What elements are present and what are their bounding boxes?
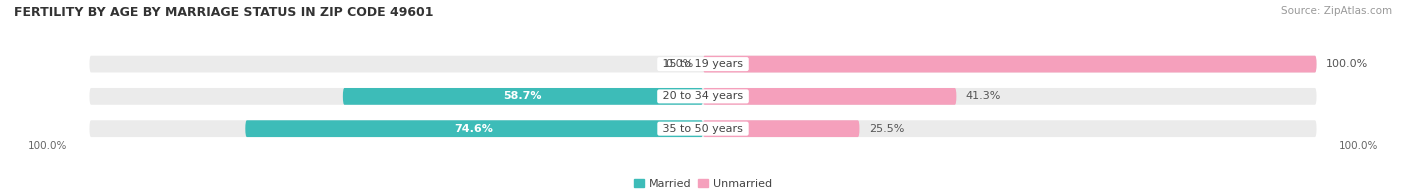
Text: 15 to 19 years: 15 to 19 years <box>659 59 747 69</box>
Text: 58.7%: 58.7% <box>503 91 543 101</box>
Text: 35 to 50 years: 35 to 50 years <box>659 124 747 134</box>
FancyBboxPatch shape <box>703 120 859 137</box>
Text: 74.6%: 74.6% <box>454 124 494 134</box>
Text: Source: ZipAtlas.com: Source: ZipAtlas.com <box>1281 6 1392 16</box>
FancyBboxPatch shape <box>245 120 703 137</box>
Text: 41.3%: 41.3% <box>966 91 1001 101</box>
Text: FERTILITY BY AGE BY MARRIAGE STATUS IN ZIP CODE 49601: FERTILITY BY AGE BY MARRIAGE STATUS IN Z… <box>14 6 433 19</box>
FancyBboxPatch shape <box>90 120 1316 137</box>
Text: 0.0%: 0.0% <box>665 59 693 69</box>
Text: 100.0%: 100.0% <box>1339 141 1378 151</box>
Text: 100.0%: 100.0% <box>28 141 67 151</box>
FancyBboxPatch shape <box>90 56 1316 73</box>
Text: 20 to 34 years: 20 to 34 years <box>659 91 747 101</box>
Text: 25.5%: 25.5% <box>869 124 904 134</box>
Text: 100.0%: 100.0% <box>1326 59 1368 69</box>
FancyBboxPatch shape <box>343 88 703 105</box>
Legend: Married, Unmarried: Married, Unmarried <box>630 174 776 193</box>
FancyBboxPatch shape <box>90 88 1316 105</box>
FancyBboxPatch shape <box>703 88 956 105</box>
FancyBboxPatch shape <box>703 56 1316 73</box>
